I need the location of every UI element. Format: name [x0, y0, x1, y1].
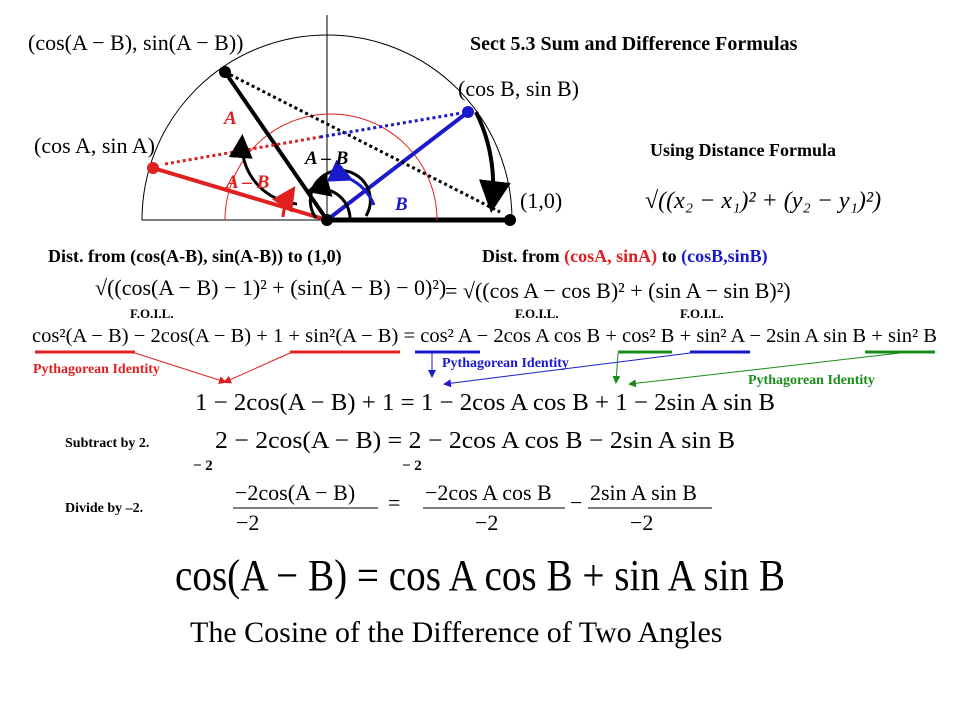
underlines: [35, 350, 935, 388]
formula: cos²(A − B) − 2cos(A − B) + 1 + sin²(A −…: [32, 325, 937, 347]
formula: − 2: [193, 458, 213, 474]
result-formula: cos(A − B) = cos A cos B + sin A sin B: [175, 551, 785, 600]
fractions: −2cos(A − B) −2 = −2cos A cos B −2 − 2si…: [233, 480, 712, 535]
denominator: −2: [475, 510, 498, 535]
foil-note: F.O.I.L.: [130, 306, 174, 321]
point-label: (cos(A − B), sin(A − B)): [28, 30, 243, 55]
formula: 1 − 2cos(A − B) + 1 = 1 − 2cos A cos B +…: [195, 390, 775, 416]
foil-note: F.O.I.L.: [680, 306, 724, 321]
formula: 2 − 2cos(A − B) = 2 − 2cos A cos B − 2si…: [215, 428, 735, 454]
note: Divide by –2.: [65, 501, 143, 516]
identity-note: Pythagorean Identity: [748, 373, 875, 388]
note: Subtract by 2.: [65, 436, 149, 451]
text: (cosB,sinB): [681, 246, 768, 267]
operator: =: [388, 490, 400, 515]
angle-label: B: [394, 194, 408, 215]
angle-label: A: [223, 108, 237, 129]
unit-circle: [141, 15, 516, 226]
title: Sect 5.3 Sum and Difference Formulas: [470, 33, 798, 55]
numerator: −2cos A cos B: [425, 480, 552, 505]
denominator: −2: [236, 510, 259, 535]
identity-note: Pythagorean Identity: [442, 356, 569, 371]
formula: √((x₂ − x₁)² + (y₂ − y₁)²): [645, 188, 881, 214]
operator: −: [570, 490, 582, 515]
text: Dist. from: [482, 246, 564, 266]
text: to: [657, 246, 681, 266]
heading: Dist. from (cos(A-B), sin(A-B)) to (1,0): [48, 246, 342, 267]
formula: = √((cos A − cos B)² + (sin A − sin B)²): [445, 278, 791, 303]
point-label: (1,0): [520, 188, 562, 213]
formula: √((cos(A − B) − 1)² + (sin(A − B) − 0)²): [95, 275, 446, 300]
point-label: (cos B, sin B): [458, 76, 579, 101]
heading: Dist. from (cosA, sinA) to (cosB,sinB): [482, 246, 768, 267]
numerator: −2cos(A − B): [235, 480, 355, 505]
angle-label: A – B: [225, 172, 269, 193]
identity-note: Pythagorean Identity: [33, 362, 160, 377]
numerator: 2sin A sin B: [590, 480, 697, 505]
formula: − 2: [402, 458, 422, 474]
heading: Using Distance Formula: [650, 140, 836, 160]
point-label: (cos A, sin A): [34, 133, 155, 158]
denominator: −2: [630, 510, 653, 535]
foil-note: F.O.I.L.: [515, 306, 559, 321]
text: (cosA, sinA): [564, 246, 657, 267]
caption: The Cosine of the Difference of Two Angl…: [190, 616, 723, 649]
angle-label: A – B: [304, 148, 348, 169]
